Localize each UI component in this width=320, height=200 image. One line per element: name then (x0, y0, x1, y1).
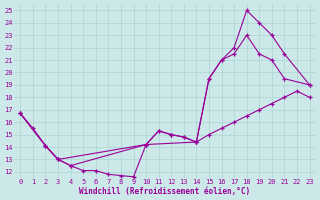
X-axis label: Windchill (Refroidissement éolien,°C): Windchill (Refroidissement éolien,°C) (79, 187, 251, 196)
